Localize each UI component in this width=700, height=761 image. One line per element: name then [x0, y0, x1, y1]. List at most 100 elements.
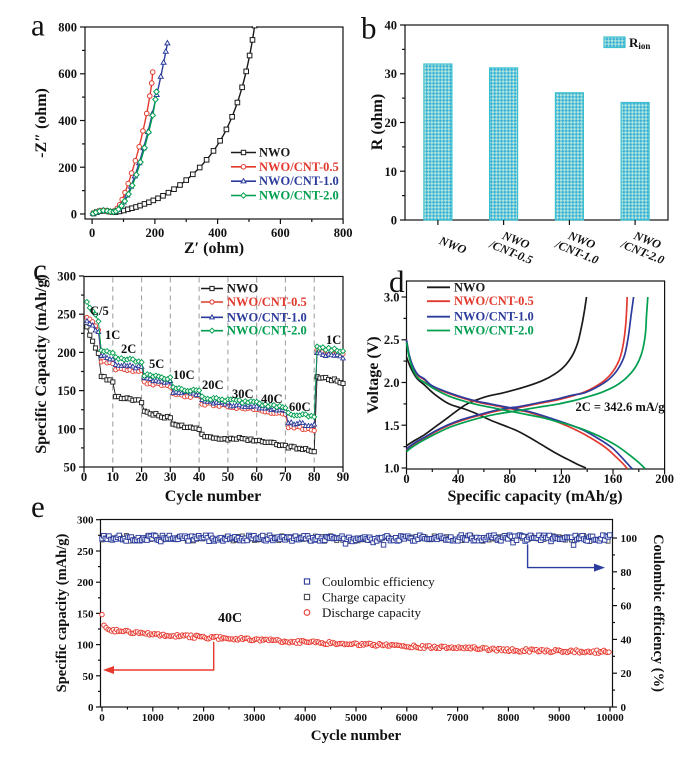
- svg-text:100: 100: [621, 533, 638, 545]
- svg-text:NWO: NWO: [454, 280, 486, 294]
- svg-text:400: 400: [58, 114, 77, 128]
- svg-text:60: 60: [250, 470, 263, 484]
- svg-text:0: 0: [391, 214, 397, 228]
- svg-text:5000: 5000: [345, 712, 368, 724]
- svg-text:0: 0: [621, 702, 627, 714]
- svg-text:40: 40: [621, 634, 633, 646]
- svg-text:600: 600: [271, 226, 290, 240]
- svg-text:b: b: [361, 11, 377, 46]
- svg-text:120: 120: [552, 472, 571, 486]
- svg-text:10000: 10000: [596, 712, 624, 724]
- svg-text:c: c: [33, 252, 47, 287]
- svg-text:200: 200: [655, 472, 674, 486]
- svg-text:6000: 6000: [396, 712, 419, 724]
- svg-text:50: 50: [222, 470, 235, 484]
- svg-text:40: 40: [385, 19, 398, 33]
- svg-text:R (ohm): R (ohm): [369, 94, 386, 150]
- svg-text:400: 400: [208, 226, 227, 240]
- svg-text:NWO/CNT-2.0: NWO/CNT-2.0: [259, 189, 339, 203]
- svg-text:NWO/CNT-2.0: NWO/CNT-2.0: [454, 324, 534, 338]
- svg-text:5C: 5C: [149, 357, 164, 371]
- svg-text:80: 80: [308, 470, 321, 484]
- svg-text:Coulombic efficiency (%): Coulombic efficiency (%): [650, 534, 666, 692]
- svg-text:2.0: 2.0: [384, 376, 400, 390]
- svg-text:200: 200: [77, 577, 94, 589]
- svg-text:d: d: [389, 264, 405, 299]
- svg-text:1C: 1C: [105, 328, 120, 342]
- svg-text:50: 50: [83, 671, 95, 683]
- svg-text:Z′ (ohm): Z′ (ohm): [184, 240, 244, 257]
- svg-text:90: 90: [337, 470, 350, 484]
- svg-text:3000: 3000: [243, 712, 266, 724]
- svg-text:80: 80: [621, 567, 633, 579]
- svg-text:100: 100: [77, 640, 94, 652]
- svg-text:0: 0: [81, 470, 87, 484]
- svg-text:a: a: [31, 8, 45, 43]
- svg-text:2.5: 2.5: [384, 333, 400, 347]
- svg-text:9000: 9000: [548, 712, 571, 724]
- svg-text:80: 80: [503, 472, 516, 486]
- svg-text:10C: 10C: [173, 368, 195, 382]
- svg-text:Cycle number: Cycle number: [165, 488, 261, 505]
- svg-text:60C: 60C: [289, 400, 311, 414]
- svg-text:40: 40: [193, 470, 206, 484]
- svg-text:Discharge capacity: Discharge capacity: [322, 605, 422, 620]
- svg-text:0: 0: [99, 712, 105, 724]
- svg-text:2C: 2C: [121, 342, 136, 356]
- svg-text:10: 10: [107, 470, 120, 484]
- svg-text:3.0: 3.0: [384, 291, 400, 305]
- svg-text:NWO: NWO: [227, 282, 259, 296]
- svg-text:200: 200: [146, 226, 165, 240]
- svg-text:4000: 4000: [294, 712, 317, 724]
- svg-text:Specific capacity (mAh/g): Specific capacity (mAh/g): [447, 488, 622, 505]
- svg-text:100: 100: [57, 422, 76, 436]
- svg-text:70: 70: [279, 470, 292, 484]
- svg-text:NWO/CNT-1.0: NWO/CNT-1.0: [259, 174, 339, 188]
- svg-text:NWO/CNT-0.5: NWO/CNT-0.5: [454, 294, 534, 308]
- svg-text:20: 20: [135, 470, 148, 484]
- svg-text:NWO: NWO: [259, 146, 291, 160]
- svg-text:30: 30: [385, 67, 398, 81]
- svg-text:Specific capacity (mAh/g): Specific capacity (mAh/g): [54, 534, 70, 693]
- svg-text:0: 0: [89, 226, 95, 240]
- svg-text:40C: 40C: [218, 611, 242, 626]
- svg-text:150: 150: [77, 608, 94, 620]
- svg-text:30C: 30C: [232, 387, 254, 401]
- svg-text:10: 10: [385, 165, 398, 179]
- svg-text:Coulombic efficiency: Coulombic efficiency: [322, 574, 435, 589]
- svg-text:1C: 1C: [326, 333, 341, 347]
- svg-text:8000: 8000: [497, 712, 520, 724]
- svg-text:20C: 20C: [202, 378, 224, 392]
- svg-text:200: 200: [58, 161, 77, 175]
- svg-text:0: 0: [88, 702, 94, 714]
- svg-text:300: 300: [57, 270, 76, 284]
- svg-text:-Z″ (ohm): -Z″ (ohm): [33, 88, 50, 158]
- svg-text:200: 200: [57, 346, 76, 360]
- svg-text:800: 800: [58, 21, 77, 35]
- svg-text:1.0: 1.0: [384, 462, 400, 476]
- svg-text:Cycle number: Cycle number: [311, 728, 402, 744]
- svg-text:2C = 342.6 mA/g: 2C = 342.6 mA/g: [575, 400, 665, 414]
- svg-text:e: e: [31, 489, 45, 524]
- svg-text:1.5: 1.5: [384, 419, 400, 433]
- svg-text:600: 600: [58, 67, 77, 81]
- svg-text:30: 30: [164, 470, 177, 484]
- svg-text:0: 0: [403, 472, 409, 486]
- svg-text:800: 800: [334, 226, 353, 240]
- svg-text:2000: 2000: [193, 712, 216, 724]
- svg-text:C/5: C/5: [90, 304, 109, 318]
- svg-text:150: 150: [57, 384, 76, 398]
- svg-text:250: 250: [77, 546, 94, 558]
- svg-text:Voltage (V): Voltage (V): [365, 336, 382, 413]
- svg-text:250: 250: [57, 308, 76, 322]
- svg-text:NWO/CNT-1.0: NWO/CNT-1.0: [454, 310, 534, 324]
- svg-text:50: 50: [64, 461, 77, 475]
- svg-text:Specific Capacity (mAh/g): Specific Capacity (mAh/g): [33, 274, 50, 454]
- svg-text:160: 160: [604, 472, 623, 486]
- svg-text:NWO/CNT-1.0: NWO/CNT-1.0: [227, 310, 307, 324]
- svg-text:20: 20: [621, 668, 633, 680]
- svg-text:NWO/CNT-2.0: NWO/CNT-2.0: [227, 324, 307, 338]
- svg-text:300: 300: [77, 515, 94, 527]
- svg-text:40C: 40C: [261, 392, 283, 406]
- svg-text:0: 0: [71, 208, 77, 222]
